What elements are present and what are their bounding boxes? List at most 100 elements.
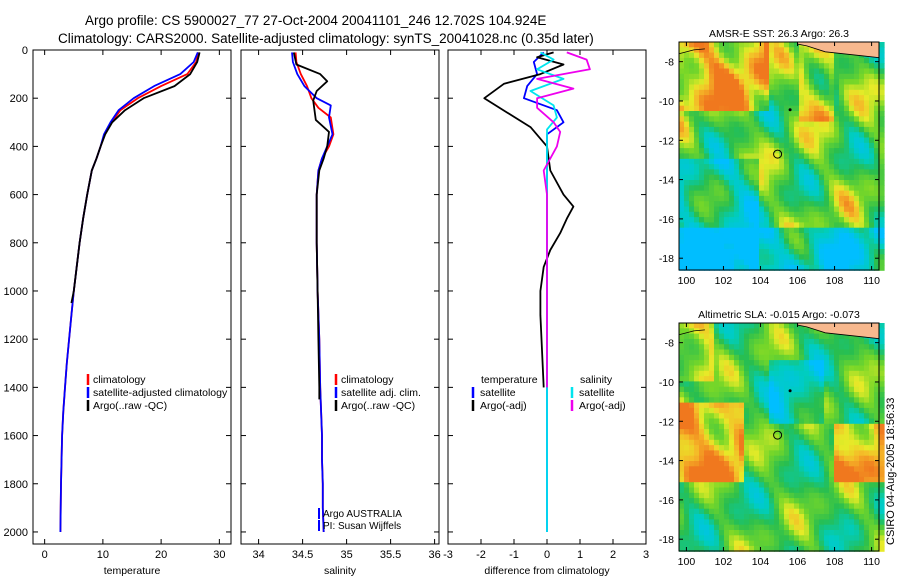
- heatmap-cell: [699, 471, 705, 478]
- heatmap-cell: [859, 482, 865, 489]
- heatmap-cell: [764, 243, 770, 250]
- heatmap-cell: [714, 423, 720, 430]
- heatmap-cell: [879, 132, 885, 139]
- heatmap-cell: [734, 360, 740, 366]
- heatmap-cell: [879, 439, 885, 446]
- heatmap-cell: [679, 413, 685, 420]
- heatmap-cell: [799, 492, 805, 499]
- heatmap-cell: [739, 52, 745, 59]
- heatmap-cell: [784, 164, 790, 170]
- heatmap-cell: [769, 137, 775, 144]
- heatmap-cell: [719, 524, 725, 531]
- heatmap-cell: [679, 365, 685, 372]
- heatmap-cell: [834, 349, 840, 356]
- heatmap-cell: [794, 492, 800, 499]
- heatmap-cell: [754, 349, 760, 356]
- heatmap-cell: [704, 487, 710, 494]
- heatmap-cell: [854, 402, 860, 409]
- heatmap-cell: [804, 423, 810, 430]
- heatmap-cell: [859, 190, 865, 197]
- heatmap-cell: [809, 57, 815, 64]
- heatmap-cell: [744, 222, 750, 229]
- heatmap-cell: [794, 185, 800, 192]
- heatmap-cell: [869, 100, 875, 107]
- heatmap-cell: [854, 338, 860, 345]
- heatmap-cell: [829, 243, 835, 250]
- heatmap-cell: [874, 111, 880, 117]
- heatmap-cell: [774, 455, 780, 462]
- heatmap-cell: [774, 238, 780, 245]
- heatmap-cell: [814, 545, 820, 552]
- heatmap-cell: [819, 333, 825, 340]
- heatmap-cell: [699, 121, 705, 128]
- heatmap-cell: [679, 153, 685, 160]
- island-marker: [788, 389, 792, 393]
- heatmap-cell: [799, 190, 805, 197]
- heatmap-cell: [849, 338, 855, 345]
- heatmap-cell: [869, 254, 875, 261]
- heatmap-cell: [744, 89, 750, 96]
- heatmap-cell: [739, 466, 745, 473]
- heatmap-cell: [714, 514, 720, 520]
- heatmap-cell: [809, 487, 815, 494]
- heatmap-cell: [824, 471, 830, 478]
- heatmap-cell: [794, 195, 800, 202]
- heatmap-cell: [839, 445, 845, 451]
- heatmap-cell: [824, 535, 830, 542]
- heatmap-cell: [854, 100, 860, 107]
- heatmap-cell: [859, 365, 865, 372]
- heatmap-cell: [744, 450, 750, 457]
- heatmap-cell: [839, 418, 845, 425]
- heatmap-cell: [849, 471, 855, 478]
- heatmap-cell: [869, 540, 875, 547]
- heatmap-cell: [749, 514, 755, 520]
- heatmap-cell: [754, 206, 760, 213]
- heatmap-cell: [819, 482, 825, 489]
- heatmap-cell: [689, 323, 695, 329]
- heatmap-cell: [744, 439, 750, 446]
- heatmap-cell: [749, 323, 755, 329]
- heatmap-cell: [714, 100, 720, 107]
- heatmap-cell: [804, 445, 810, 451]
- heatmap-cell: [714, 450, 720, 457]
- heatmap-cell: [839, 259, 845, 266]
- heatmap-cell: [679, 476, 685, 483]
- heatmap-cell: [854, 471, 860, 478]
- heatmap-cell: [854, 142, 860, 149]
- heatmap-cell: [739, 413, 745, 420]
- series-line-satellite: [59, 52, 199, 533]
- heatmap-cell: [764, 142, 770, 149]
- heatmap-cell: [719, 445, 725, 451]
- heatmap-cell: [839, 376, 845, 382]
- heatmap-cell: [869, 535, 875, 542]
- heatmap-cell: [704, 429, 710, 435]
- heatmap-cell: [694, 164, 700, 170]
- heatmap-cell: [799, 211, 805, 218]
- heatmap-cell: [679, 195, 685, 202]
- heatmap-cell: [804, 434, 810, 441]
- heatmap-cell: [799, 217, 805, 223]
- heatmap-cell: [839, 264, 845, 271]
- heatmap-cell: [824, 105, 830, 112]
- heatmap-cell: [759, 180, 765, 186]
- heatmap-cell: [789, 524, 795, 531]
- heatmap-cell: [839, 392, 845, 398]
- heatmap-cell: [749, 503, 755, 510]
- heatmap-cell: [739, 100, 745, 107]
- heatmap-cell: [874, 397, 880, 404]
- heatmap-cell: [854, 158, 860, 165]
- heatmap-cell: [764, 365, 770, 372]
- heatmap-cell: [804, 519, 810, 526]
- heatmap-cell: [784, 328, 790, 335]
- heatmap-cell: [759, 508, 765, 515]
- heatmap-cell: [844, 195, 850, 202]
- heatmap-cell: [729, 344, 735, 351]
- heatmap-cell: [784, 514, 790, 520]
- heatmap-cell: [804, 227, 810, 234]
- heatmap-cell: [854, 487, 860, 494]
- heatmap-cell: [749, 471, 755, 478]
- heatmap-cell: [679, 132, 685, 139]
- heatmap-cell: [819, 169, 825, 176]
- heatmap-cell: [714, 492, 720, 499]
- heatmap-cell: [779, 333, 785, 340]
